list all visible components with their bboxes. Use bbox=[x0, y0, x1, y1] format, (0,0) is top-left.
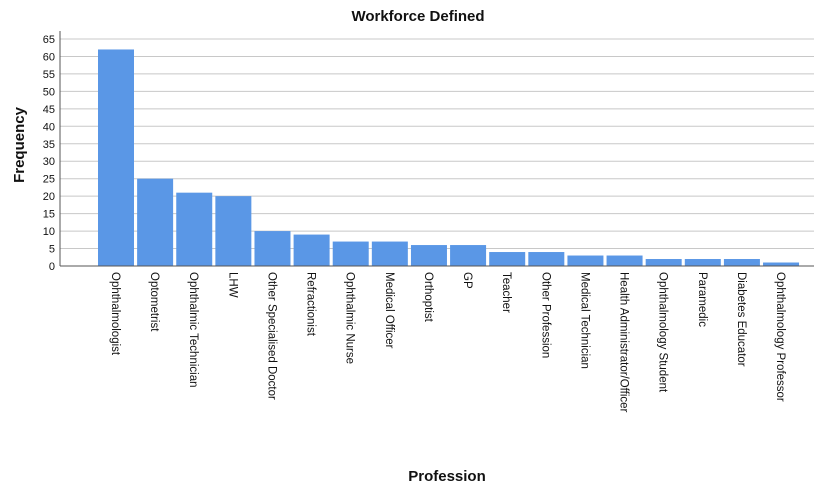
y-tick-labels: 0 5 10 15 20 25 30 35 40 45 50 55 60 65 bbox=[43, 34, 55, 273]
y-tick-label: 5 bbox=[49, 244, 55, 256]
y-tick-label: 30 bbox=[43, 156, 55, 168]
x-category-label: Refractionist bbox=[305, 272, 317, 337]
bar bbox=[723, 259, 760, 266]
x-category-label: Other Specialised Doctor bbox=[265, 272, 277, 400]
axes bbox=[59, 31, 814, 267]
x-category-label: Ophthalmic Technician bbox=[187, 272, 199, 388]
x-category-label: LHW bbox=[226, 272, 238, 298]
bar bbox=[410, 245, 447, 266]
bar bbox=[567, 255, 604, 266]
y-tick-label: 25 bbox=[43, 174, 55, 186]
bar bbox=[645, 259, 682, 266]
x-category-label: Health Administrator/Officer bbox=[618, 272, 630, 413]
bar bbox=[176, 192, 213, 266]
x-category-label: Ophthalmology Professor bbox=[774, 272, 786, 402]
y-tick-label: 20 bbox=[43, 191, 55, 203]
bar bbox=[98, 49, 134, 266]
y-tick-label: 15 bbox=[43, 209, 55, 221]
bar bbox=[332, 241, 369, 266]
x-category-label: Ophthalmology Student bbox=[657, 272, 669, 393]
x-category-label: Optometrist bbox=[148, 272, 160, 332]
x-category-label: Ophthalmologist bbox=[109, 272, 121, 356]
y-tick-label: 0 bbox=[49, 261, 55, 273]
y-tick-label: 40 bbox=[43, 121, 55, 133]
bar bbox=[254, 231, 291, 266]
x-category-label: Other Profession bbox=[539, 272, 551, 358]
x-category-label: Orthoptist bbox=[422, 272, 434, 323]
x-category-labels: Ophthalmologist Optometrist Ophthalmic Tec… bbox=[109, 272, 786, 413]
bar bbox=[371, 241, 408, 266]
chart-title: Workforce Defined bbox=[351, 8, 484, 25]
y-tick-label: 45 bbox=[43, 104, 55, 116]
x-axis-title: Profession bbox=[408, 468, 486, 485]
bar bbox=[489, 252, 526, 266]
bar bbox=[528, 252, 565, 266]
y-tick-label: 60 bbox=[43, 51, 55, 63]
x-category-label: Medical Officer bbox=[383, 272, 395, 349]
bar bbox=[763, 262, 800, 266]
bar bbox=[684, 259, 721, 266]
x-category-label: GP bbox=[461, 272, 473, 289]
bar bbox=[450, 245, 487, 266]
bar bbox=[293, 234, 330, 266]
bar bbox=[606, 255, 643, 266]
bar bbox=[215, 196, 252, 266]
bar bbox=[137, 178, 174, 266]
y-tick-label: 35 bbox=[43, 139, 55, 151]
x-category-label: Diabetes Educator bbox=[735, 272, 747, 367]
bars bbox=[98, 49, 800, 266]
y-tick-label: 50 bbox=[43, 86, 55, 98]
y-tick-label: 10 bbox=[43, 226, 55, 238]
x-category-label: Medical Technician bbox=[578, 272, 590, 369]
y-axis-title: Frequency bbox=[11, 106, 28, 183]
x-category-label: Paramedic bbox=[696, 272, 708, 327]
y-tick-label: 55 bbox=[43, 69, 55, 81]
x-category-label: Teacher bbox=[500, 272, 512, 313]
y-tick-label: 65 bbox=[43, 34, 55, 46]
x-category-label: Ophthalmic Nurse bbox=[344, 272, 356, 364]
